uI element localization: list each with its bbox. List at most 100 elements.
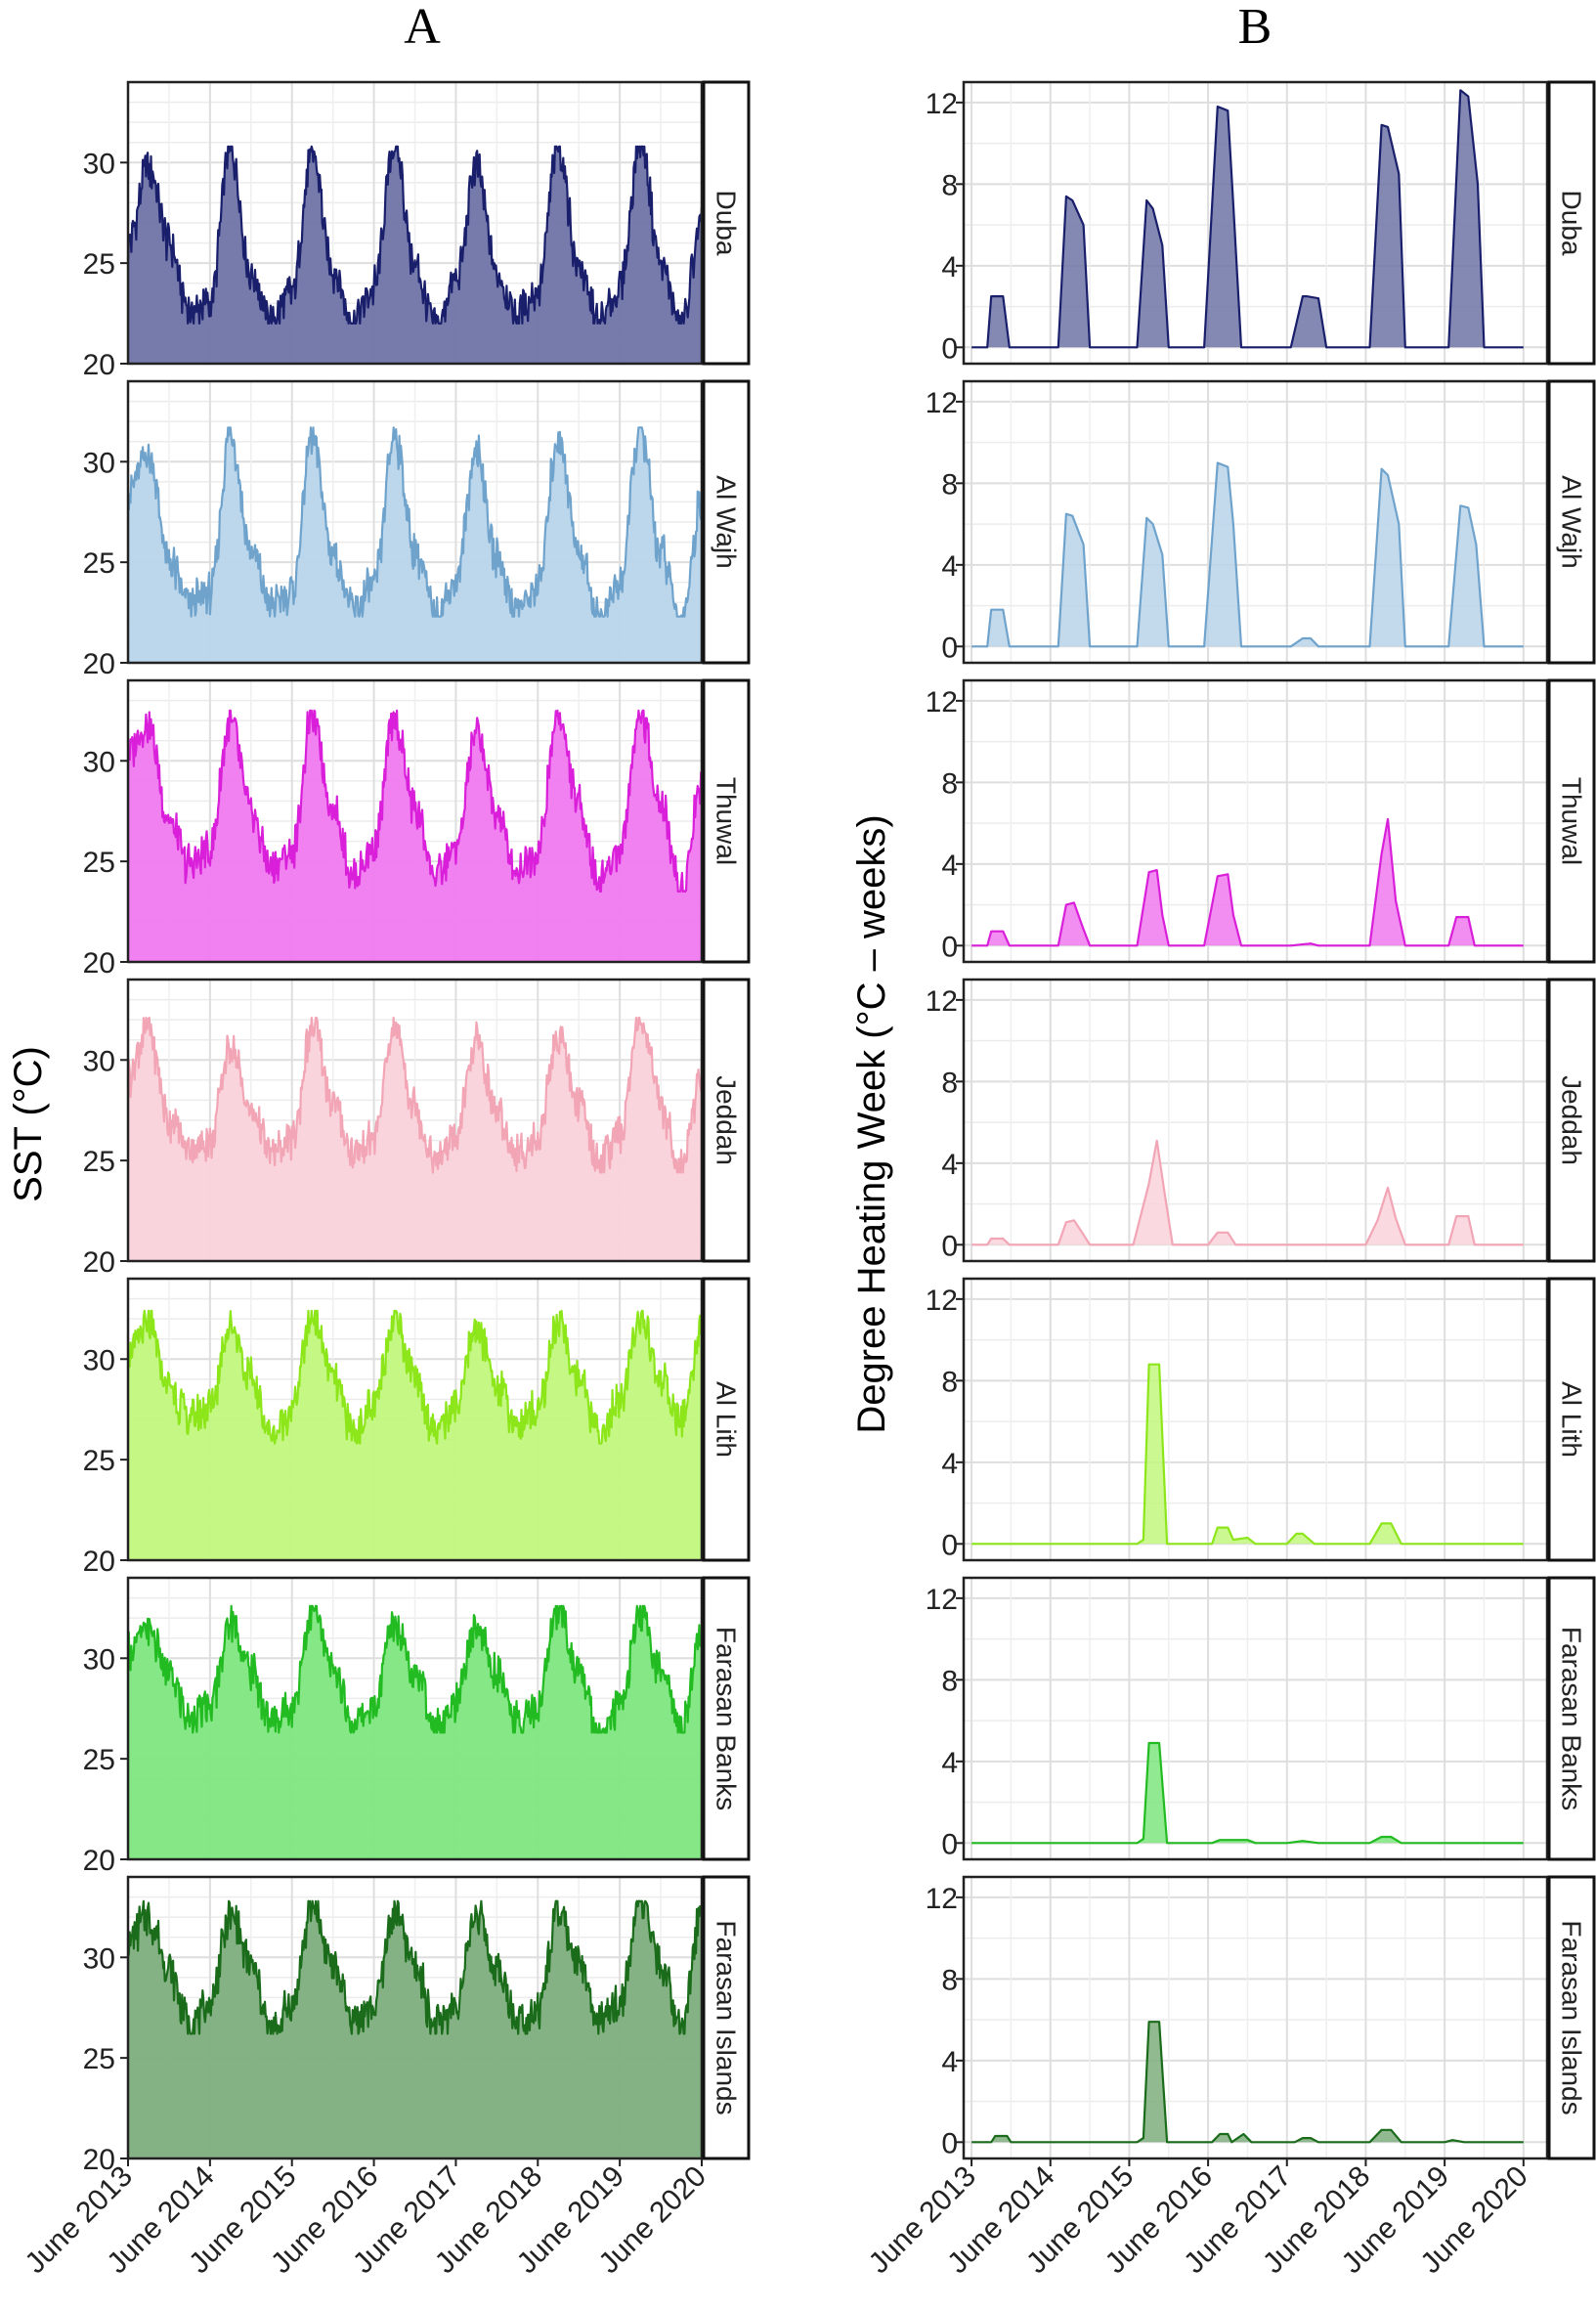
- area-fill-jeddah: [971, 1140, 1524, 1245]
- panel-b-facet-jeddah: 0 4 8 12 Jeddah: [926, 978, 1596, 1263]
- plot-border: [126, 80, 704, 366]
- panel-b-facet-al-lith: 0 4 8 12 Al Lith: [926, 1277, 1596, 1562]
- y-tick-label: 20: [83, 2144, 115, 2176]
- y-tick-label: 30: [83, 1942, 115, 1975]
- plot-background: [964, 980, 1547, 1261]
- series-line-jeddah: [126, 1017, 704, 1174]
- y-tick-label: 4: [941, 251, 958, 283]
- y-tick-label: 30: [83, 746, 115, 778]
- plot-border: [962, 678, 1549, 964]
- panel-b-facet-thuwal: 0 4 8 12 Thuwal: [926, 678, 1596, 964]
- y-tick-label: 20: [83, 349, 115, 381]
- plot-background: [964, 1279, 1547, 1560]
- panel-a-facet-duba: 20 25 30 Duba: [83, 80, 751, 381]
- series-line-farasan-islands: [126, 1899, 704, 2035]
- y-tick-label: 30: [83, 1045, 115, 1077]
- y-tick-label: 30: [83, 447, 115, 479]
- area-fill-thuwal: [128, 710, 702, 962]
- facet-label-jeddah: Jeddah: [712, 1075, 742, 1165]
- y-tick-label: 12: [926, 387, 958, 419]
- series-line-duba: [126, 145, 704, 325]
- facet-strip: [1547, 978, 1596, 1263]
- area-fill-farasan-banks: [128, 1605, 702, 1859]
- plot-border: [126, 1277, 704, 1562]
- facet-label-thuwal: Thuwal: [712, 777, 742, 865]
- plot-border: [126, 1875, 704, 2160]
- plot-border: [962, 379, 1549, 665]
- panel-b-facet-duba: 0 4 8 12 Duba: [926, 80, 1596, 366]
- y-tick-label: 20: [83, 648, 115, 680]
- y-tick-label: 20: [83, 1546, 115, 1578]
- y-tick-label: 8: [941, 468, 958, 501]
- plot-background: [964, 1877, 1547, 2158]
- facet-label-al-wajh: Al Wajh: [712, 475, 742, 568]
- series-line-jeddah: [971, 1139, 1524, 1246]
- series-line-al-wajh: [971, 461, 1524, 648]
- facet-label-al-wajh: Al Wajh: [1557, 475, 1587, 568]
- y-tick-label: 0: [941, 1529, 958, 1561]
- plot-border: [962, 978, 1549, 1263]
- panel-b-facet-farasan-banks: 0 4 8 12 Farasan Banks: [926, 1576, 1596, 1861]
- series-line-thuwal: [127, 709, 704, 893]
- y-tick-label: 12: [926, 686, 958, 719]
- y-tick-label: 0: [941, 1828, 958, 1860]
- panel-a-facet-al-lith: 20 25 30 Al Lith: [83, 1277, 751, 1578]
- y-tick-label: 25: [83, 1146, 115, 1178]
- y-tick-label: 12: [926, 88, 958, 120]
- panel-a: 20 25 30 Duba 20 25 30 Al Wajh 20 25 30 Thuwal 20 25 3…: [20, 80, 751, 2280]
- y-tick-label: 30: [83, 1344, 115, 1376]
- ylabel-right: Degree Heating Week (°C – weeks): [850, 814, 893, 1433]
- series-line-thuwal: [971, 817, 1524, 947]
- area-fill-duba: [971, 90, 1524, 348]
- panel-a-facet-thuwal: 20 25 30 Thuwal: [83, 678, 751, 980]
- facet-label-al-lith: Al Lith: [1557, 1381, 1587, 1458]
- plot-background: [964, 680, 1547, 962]
- plot-border: [962, 1875, 1549, 2160]
- y-tick-label: 12: [926, 1584, 958, 1616]
- y-tick-label: 4: [941, 2046, 958, 2078]
- y-tick-label: 30: [83, 1643, 115, 1676]
- plot-border: [126, 1576, 704, 1861]
- y-tick-label: 20: [83, 1845, 115, 1877]
- panel-a-facet-farasan-banks: 20 25 30 Farasan Banks: [83, 1576, 751, 1877]
- y-tick-label: 4: [941, 1747, 958, 1779]
- y-tick-label: 0: [941, 2127, 958, 2159]
- facet-strip: [1547, 1277, 1596, 1562]
- facet-label-farasan-islands: Farasan Islands: [1557, 1920, 1587, 2114]
- y-tick-label: 8: [941, 1964, 958, 1996]
- facet-label-farasan-banks: Farasan Banks: [1557, 1627, 1587, 1810]
- facet-strip: [1547, 379, 1596, 665]
- y-tick-label: 12: [926, 1883, 958, 1915]
- panel-a-facet-al-wajh: 20 25 30 Al Wajh: [83, 379, 751, 680]
- series-line-farasan-banks: [971, 1741, 1524, 1845]
- plot-border: [962, 1277, 1549, 1562]
- y-tick-label: 20: [83, 947, 115, 980]
- y-tick-label: 0: [941, 332, 958, 365]
- y-tick-label: 0: [941, 632, 958, 664]
- facet-strip: [702, 1875, 751, 2160]
- panel-b-facet-al-wajh: 0 4 8 12 Al Wajh: [926, 379, 1596, 665]
- panel-b: 0 4 8 12 Duba 0 4 8 12 Al Wajh 0 4 8 12 Thuwal 0 4 8 12 Jed…: [863, 80, 1596, 2280]
- series-line-al-wajh: [127, 426, 704, 618]
- facet-label-duba: Duba: [712, 191, 742, 256]
- facet-strip: [702, 978, 751, 1263]
- y-tick-label: 12: [926, 985, 958, 1018]
- plot-border: [126, 678, 704, 964]
- y-tick-label: 25: [83, 547, 115, 580]
- panel-label-b: B: [1238, 0, 1272, 55]
- y-tick-label: 4: [941, 850, 958, 882]
- panel-a-facet-jeddah: 20 25 30 Jeddah: [83, 978, 751, 1279]
- facet-strip: [1547, 80, 1596, 366]
- facet-label-jeddah: Jeddah: [1557, 1075, 1587, 1165]
- y-tick-label: 30: [83, 148, 115, 180]
- y-tick-label: 8: [941, 1665, 958, 1697]
- facet-strip: [1547, 678, 1596, 964]
- facet-strip: [702, 379, 751, 665]
- plot-border: [126, 978, 704, 1263]
- series-line-duba: [971, 89, 1524, 349]
- area-fill-thuwal: [971, 818, 1524, 946]
- facet-strip: [702, 1277, 751, 1562]
- y-tick-label: 0: [941, 1230, 958, 1262]
- facet-label-thuwal: Thuwal: [1557, 777, 1587, 865]
